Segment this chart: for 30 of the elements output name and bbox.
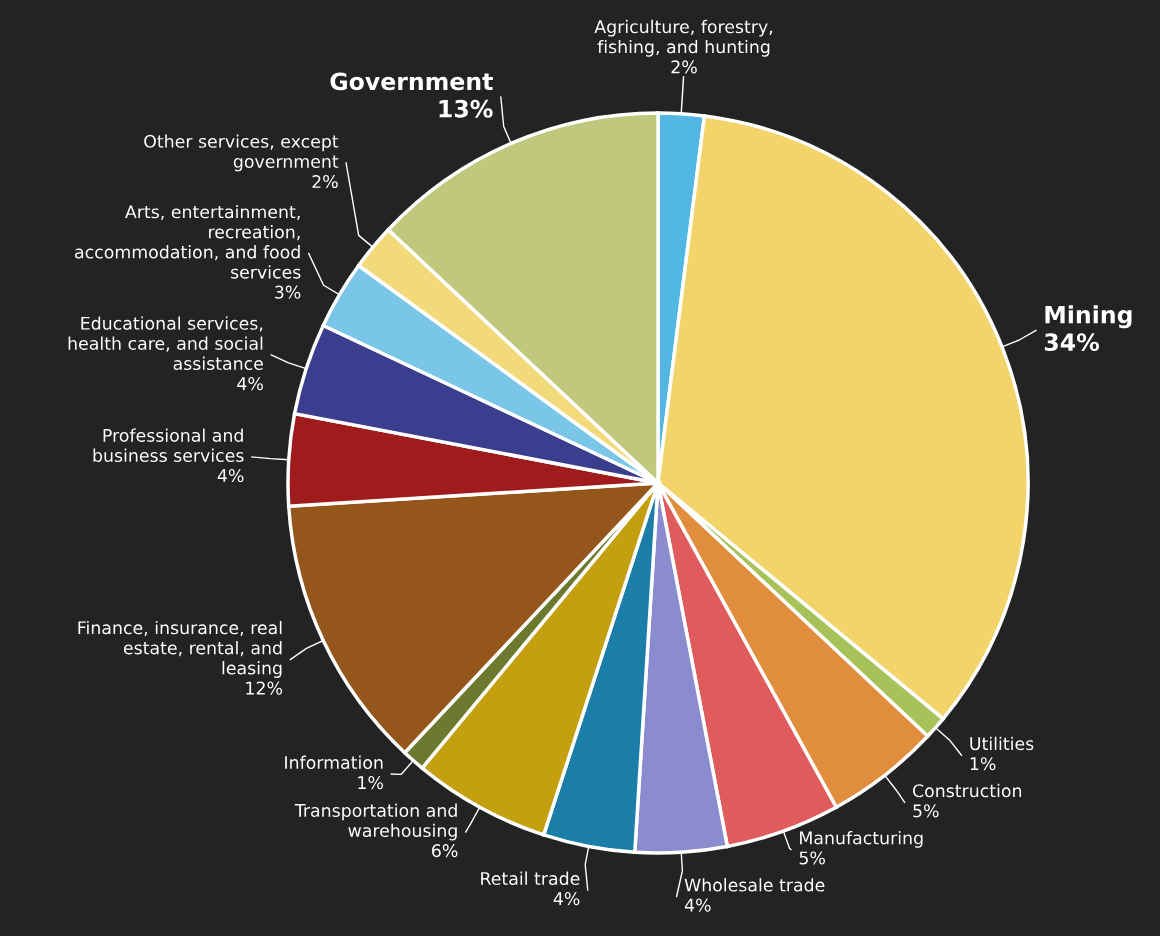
data-label: 12%: [246, 681, 283, 695]
slice-label: Mining: [1045, 305, 1132, 329]
slice-label: Finance, insurance, real estate, rental, and leasing: [78, 620, 282, 678]
data-label: 34%: [1044, 333, 1100, 352]
data-label: 5%: [799, 851, 825, 865]
slice-label: Information: [285, 755, 383, 770]
data-label: 4%: [553, 892, 580, 906]
slice-label: Professional and business services: [93, 428, 244, 463]
data-label: 13%: [439, 99, 493, 118]
data-label: 1%: [970, 757, 996, 771]
slice-label: Educational services, health care, and social assistance: [68, 316, 263, 371]
data-label: 3%: [275, 285, 301, 299]
slice-label: Construction: [912, 783, 1022, 798]
slice-label: Manufacturing: [800, 830, 923, 848]
slice-label: Transportation and warehousing: [294, 803, 457, 841]
slice-label: Other services, except government: [144, 134, 339, 172]
slice-label: Government: [330, 72, 493, 91]
data-label: 2%: [312, 174, 338, 189]
data-label: 2%: [671, 60, 697, 74]
data-label: 5%: [913, 804, 939, 818]
slice-label: Wholesale trade: [684, 878, 825, 892]
slice-label: Utilities: [970, 736, 1034, 751]
slice-label: Agriculture, forestry, fishing, and hunting: [594, 19, 773, 57]
data-label: 6%: [432, 844, 458, 858]
data-label: 1%: [358, 776, 383, 790]
slice-label: Arts, entertainment, recreation, accommodation, and food services: [75, 204, 301, 279]
slice-label: Retail trade: [481, 871, 580, 886]
data-label: 4%: [237, 377, 263, 391]
data-label: 4%: [217, 468, 244, 483]
data-label: 4%: [684, 898, 711, 912]
